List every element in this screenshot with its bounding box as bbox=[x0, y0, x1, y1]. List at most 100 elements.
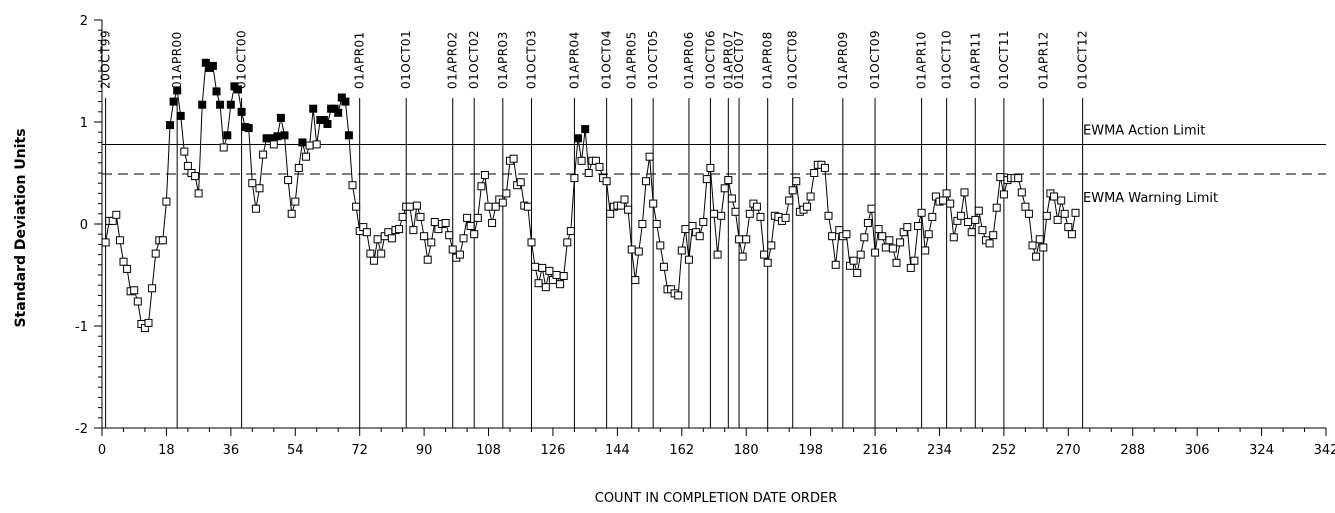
data-point bbox=[967, 228, 976, 237]
data-point bbox=[656, 241, 665, 250]
date-marker-label: 01OCT12 bbox=[1076, 30, 1090, 89]
data-point bbox=[1035, 235, 1044, 244]
date-marker-label: 01OCT11 bbox=[997, 30, 1011, 89]
x-tick-label: 324 bbox=[1249, 443, 1274, 458]
date-marker-label: 01OCT08 bbox=[786, 30, 800, 89]
data-point bbox=[1032, 252, 1041, 261]
x-axis-title: COUNT IN COMPLETION DATE ORDER bbox=[595, 491, 837, 506]
data-point bbox=[559, 272, 568, 280]
x-tick-label: 18 bbox=[158, 443, 175, 458]
data-point bbox=[756, 212, 765, 221]
x-tick-label: 270 bbox=[1056, 443, 1081, 458]
data-point bbox=[906, 263, 915, 272]
data-point bbox=[849, 256, 858, 265]
date-marker-label: 01APR11 bbox=[968, 31, 982, 89]
data-point bbox=[370, 256, 378, 265]
data-point bbox=[745, 209, 754, 218]
data-point bbox=[842, 230, 851, 239]
data-point bbox=[183, 161, 192, 170]
date-marker-label: 01OCT01 bbox=[399, 30, 413, 89]
data-point bbox=[624, 205, 633, 214]
data-point bbox=[477, 182, 486, 191]
data-point-above-limit bbox=[226, 100, 235, 109]
data-point bbox=[659, 262, 668, 271]
data-point bbox=[914, 222, 922, 230]
data-point-above-limit bbox=[173, 86, 182, 95]
date-marker-label: 01APR02 bbox=[446, 31, 460, 89]
data-point bbox=[681, 225, 690, 234]
data-point bbox=[706, 163, 715, 172]
data-point bbox=[1071, 208, 1080, 217]
data-point-above-limit bbox=[244, 124, 253, 133]
data-point bbox=[123, 264, 132, 273]
date-marker-label: 20OCT99 bbox=[99, 30, 113, 89]
data-point bbox=[710, 209, 718, 218]
data-point bbox=[305, 141, 314, 150]
data-point bbox=[642, 177, 650, 186]
data-point bbox=[1021, 202, 1030, 211]
data-point bbox=[731, 207, 740, 216]
data-point bbox=[352, 202, 361, 211]
date-marker-label: 01APR04 bbox=[567, 31, 581, 89]
data-point-above-limit bbox=[273, 132, 282, 141]
data-point bbox=[552, 271, 561, 279]
date-marker-label: 01APR10 bbox=[915, 31, 929, 89]
data-point bbox=[366, 249, 375, 258]
data-point bbox=[684, 255, 693, 264]
x-tick-label: 342 bbox=[1314, 443, 1335, 458]
data-point bbox=[377, 249, 386, 258]
data-point bbox=[856, 250, 865, 259]
data-point bbox=[903, 223, 912, 232]
data-point bbox=[760, 250, 769, 259]
data-point bbox=[1017, 188, 1026, 197]
data-point bbox=[788, 186, 797, 195]
date-marker-label: 01APR08 bbox=[761, 31, 775, 89]
data-point bbox=[373, 235, 382, 244]
data-point bbox=[1064, 223, 1073, 232]
data-point bbox=[620, 195, 629, 204]
data-point bbox=[488, 219, 497, 227]
data-point bbox=[853, 269, 862, 277]
data-point bbox=[101, 238, 110, 247]
data-point bbox=[459, 234, 468, 243]
data-point bbox=[191, 172, 200, 181]
data-point bbox=[291, 197, 300, 206]
series-line bbox=[105, 61, 1076, 329]
data-point bbox=[348, 181, 357, 190]
data-point bbox=[516, 178, 525, 187]
data-point bbox=[405, 202, 414, 211]
data-point-above-limit bbox=[276, 113, 285, 122]
data-point bbox=[638, 220, 647, 228]
data-point bbox=[112, 210, 121, 219]
data-point bbox=[939, 196, 948, 205]
data-point bbox=[695, 232, 704, 241]
data-point bbox=[956, 211, 965, 220]
data-point-above-limit bbox=[234, 85, 242, 94]
data-point bbox=[921, 246, 930, 255]
data-point bbox=[810, 169, 819, 177]
data-point bbox=[960, 188, 969, 197]
data-point bbox=[115, 236, 124, 245]
data-point bbox=[180, 147, 189, 156]
data-point bbox=[248, 179, 257, 188]
data-point bbox=[284, 176, 293, 185]
data-point bbox=[133, 297, 142, 306]
data-point bbox=[430, 218, 439, 226]
data-point bbox=[194, 189, 203, 198]
data-point bbox=[255, 184, 264, 193]
data-point bbox=[806, 192, 815, 201]
data-point bbox=[148, 284, 157, 293]
data-point bbox=[717, 211, 726, 220]
date-marker-label: 01OCT03 bbox=[524, 30, 538, 89]
data-point-above-limit bbox=[581, 125, 590, 134]
date-marker-label: 01OCT10 bbox=[940, 30, 954, 89]
axes: -2 -1 0 1 2 0 18 36 54 72 90 108 126 144 162 180 198 216 2… bbox=[75, 14, 1335, 458]
data-point bbox=[881, 243, 890, 252]
x-tick-label: 288 bbox=[1120, 443, 1145, 458]
data-point bbox=[595, 162, 604, 171]
data-point bbox=[828, 232, 837, 241]
data-point bbox=[946, 199, 955, 208]
data-point bbox=[867, 204, 876, 213]
y-tick-label: -1 bbox=[75, 320, 88, 335]
data-point bbox=[735, 235, 744, 244]
